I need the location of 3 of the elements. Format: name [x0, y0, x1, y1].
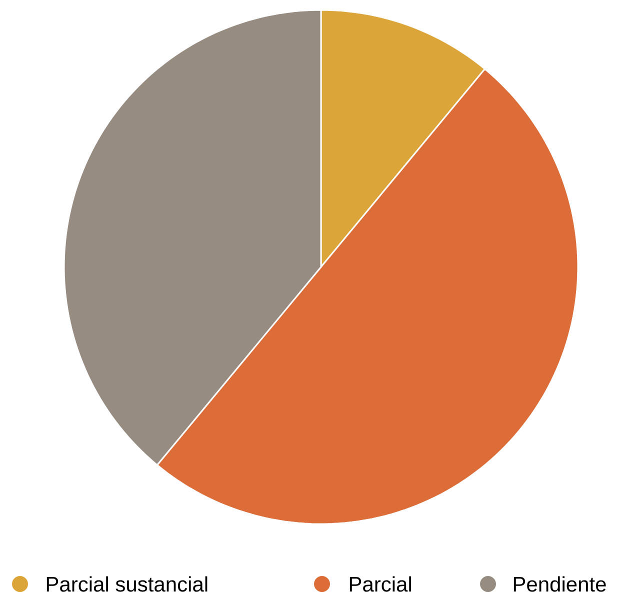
- legend-label: Parcial: [350, 576, 411, 592]
- legend-label: Pendiente: [514, 576, 606, 592]
- legend-label: Parcial sustancial: [46, 576, 208, 592]
